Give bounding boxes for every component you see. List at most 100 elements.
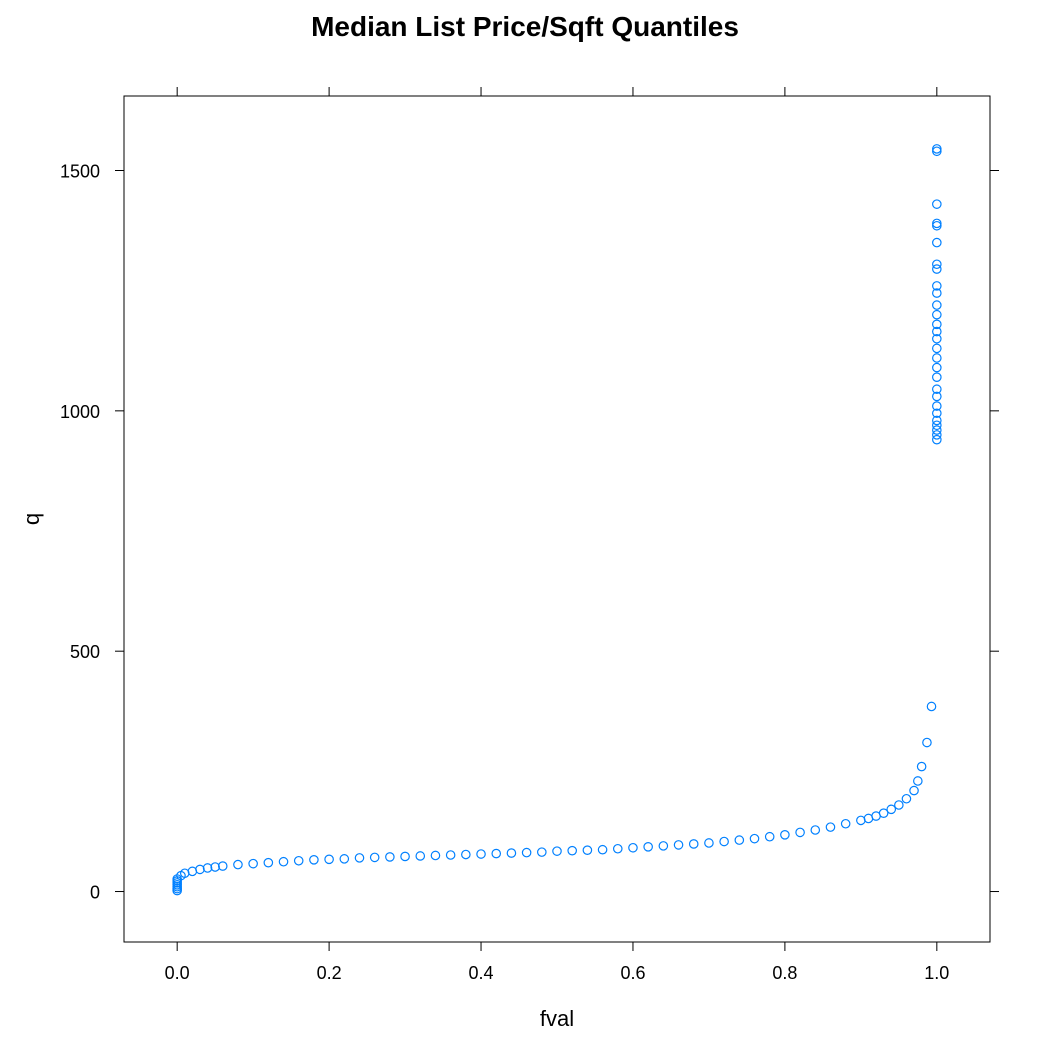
data-point xyxy=(749,833,760,844)
data-point xyxy=(278,856,289,867)
data-point xyxy=(932,420,942,431)
data-point xyxy=(932,237,942,248)
x-tick-label: 1.0 xyxy=(924,963,949,983)
data-point xyxy=(894,800,904,810)
data-point xyxy=(932,259,942,270)
y-axis-label: q xyxy=(19,513,44,525)
data-point xyxy=(734,835,745,845)
data-point xyxy=(354,853,365,863)
data-point xyxy=(764,831,775,842)
x-axis-label: fval xyxy=(540,1006,574,1031)
data-point xyxy=(461,849,471,860)
data-point xyxy=(932,391,942,402)
data-point xyxy=(521,847,532,858)
data-point xyxy=(658,841,669,851)
data-point xyxy=(926,701,937,712)
data-point xyxy=(901,793,912,804)
data-point xyxy=(886,804,897,815)
data-point xyxy=(688,839,699,849)
data-point xyxy=(932,425,942,435)
data-point xyxy=(922,737,932,748)
data-point xyxy=(840,818,851,829)
data-point xyxy=(932,343,942,354)
data-point xyxy=(476,849,486,859)
data-point xyxy=(233,859,243,870)
data-point xyxy=(932,319,942,330)
y-tick-label: 1500 xyxy=(60,162,100,182)
data-point xyxy=(932,415,942,426)
data-points xyxy=(172,144,942,896)
data-point xyxy=(195,864,205,875)
data-point xyxy=(932,384,942,395)
data-point xyxy=(916,761,927,772)
data-point xyxy=(628,842,638,853)
data-point xyxy=(445,850,456,860)
data-point xyxy=(324,854,334,865)
data-point xyxy=(932,353,942,363)
data-point xyxy=(932,430,942,440)
data-point xyxy=(673,840,684,850)
data-point xyxy=(932,288,942,298)
data-point xyxy=(643,842,653,852)
data-point xyxy=(932,264,942,274)
data-point xyxy=(825,822,836,832)
data-point xyxy=(932,326,942,337)
data-point xyxy=(567,845,577,856)
data-point xyxy=(612,843,623,854)
data-point xyxy=(263,857,274,868)
y-tick-label: 0 xyxy=(90,883,100,903)
data-point xyxy=(597,844,608,855)
x-tick-label: 0.8 xyxy=(772,963,797,983)
data-point xyxy=(932,218,942,229)
data-point xyxy=(932,333,942,344)
data-point xyxy=(339,854,350,864)
data-point xyxy=(582,845,593,855)
data-point xyxy=(932,372,942,382)
data-point xyxy=(537,847,547,857)
data-point xyxy=(932,146,942,157)
data-point xyxy=(430,850,441,861)
data-point xyxy=(932,408,942,419)
data-point xyxy=(932,300,942,310)
data-point xyxy=(248,858,258,869)
data-point xyxy=(369,852,380,863)
data-point xyxy=(552,846,562,856)
data-point xyxy=(202,863,213,873)
data-point xyxy=(932,144,942,154)
data-point xyxy=(795,827,805,838)
y-axis: 0 500 1000 1500 xyxy=(60,162,999,903)
data-point xyxy=(415,851,426,861)
data-point xyxy=(810,825,821,835)
data-point xyxy=(385,852,395,862)
data-point xyxy=(506,848,517,858)
data-point xyxy=(293,855,304,866)
data-point xyxy=(932,220,942,231)
data-point xyxy=(932,309,942,320)
x-tick-label: 0.2 xyxy=(317,963,342,983)
data-point xyxy=(491,848,502,859)
data-point xyxy=(780,830,790,840)
data-point xyxy=(309,855,319,865)
data-point xyxy=(210,862,220,872)
data-point xyxy=(878,808,889,818)
data-point xyxy=(909,785,919,796)
data-point xyxy=(704,838,714,848)
y-tick-label: 1000 xyxy=(60,402,100,422)
x-tick-label: 0.6 xyxy=(620,963,645,983)
data-point xyxy=(217,861,228,871)
data-point xyxy=(913,776,923,786)
x-tick-label: 0.4 xyxy=(469,963,494,983)
data-point xyxy=(719,836,729,847)
plot-frame xyxy=(123,95,991,943)
x-tick-label: 0.0 xyxy=(165,963,190,983)
chart-title: Median List Price/Sqft Quantiles xyxy=(311,11,739,42)
data-point xyxy=(932,401,942,411)
data-point xyxy=(932,434,942,445)
data-point xyxy=(932,199,942,209)
data-point xyxy=(932,281,942,291)
data-point xyxy=(400,851,410,862)
y-tick-label: 500 xyxy=(70,642,100,662)
x-axis: 0.0 0.2 0.4 0.6 0.8 1.0 xyxy=(165,87,949,983)
data-point xyxy=(932,362,942,373)
